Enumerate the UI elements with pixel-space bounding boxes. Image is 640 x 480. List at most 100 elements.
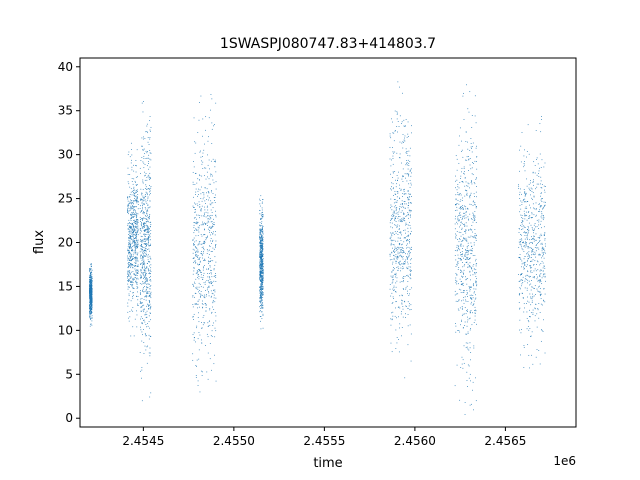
data-point [394,249,395,250]
data-point [401,299,402,301]
data-point [261,242,263,244]
data-point [390,232,392,234]
data-point [135,251,137,253]
data-point [149,302,150,303]
data-point [213,248,215,250]
data-point [455,323,456,324]
data-point [144,233,146,235]
data-point [259,270,261,272]
data-point [131,207,133,209]
data-point [144,164,146,165]
data-point [471,146,473,148]
data-point [150,243,152,245]
data-point [215,261,217,263]
data-point [467,245,469,247]
data-point [540,233,542,235]
data-point [461,253,463,255]
data-point [140,245,142,247]
data-point [463,166,465,168]
data-point [459,201,461,202]
data-point [136,232,138,234]
data-point [210,215,212,217]
data-point [148,338,150,340]
data-point [91,312,92,314]
data-point [90,310,92,312]
data-point [403,189,404,191]
data-point [198,306,200,308]
data-point [469,197,471,199]
data-point [525,232,527,234]
data-point [523,266,524,268]
data-point [148,230,150,232]
data-point [196,203,198,205]
data-point [528,258,529,259]
data-point [462,95,464,97]
data-point [142,111,144,113]
data-point [144,229,146,231]
data-point [137,296,139,297]
data-point [531,212,533,214]
data-point [519,293,521,294]
data-point [259,259,261,261]
data-point [211,251,213,252]
data-point [262,246,264,247]
data-point [203,229,205,231]
data-point [134,262,136,264]
data-point [133,226,135,227]
data-point [539,270,541,272]
data-point [131,247,132,249]
data-point [261,234,262,236]
data-point [137,240,139,242]
data-point [530,207,531,209]
data-point [143,283,145,285]
data-point [262,255,264,256]
data-point [193,257,195,259]
data-point [145,296,147,297]
data-point [524,267,525,269]
data-point [204,265,205,267]
data-point [474,255,476,256]
data-point [214,291,216,293]
data-point [473,283,474,285]
data-point [393,187,394,189]
data-point [260,268,262,270]
data-point [539,235,541,237]
data-point [390,275,392,277]
data-point [474,196,475,197]
data-point [91,276,93,278]
data-point [524,307,525,309]
data-point [146,262,148,264]
data-point [192,205,194,207]
data-point [259,310,261,312]
data-point [132,183,134,185]
data-point [534,285,536,287]
data-point [394,273,395,275]
data-point [523,345,525,346]
data-point [262,253,264,255]
data-point [393,239,395,241]
data-point [531,280,532,281]
data-point [409,303,410,305]
data-point [262,280,264,282]
data-point [128,258,130,260]
data-point [529,257,531,259]
data-point [131,214,133,215]
data-point [460,254,462,256]
data-point [536,159,537,160]
data-point [135,226,137,228]
data-point [131,250,133,252]
data-point [535,256,537,258]
data-point [389,288,391,290]
data-point [130,203,132,205]
data-point [403,252,405,253]
data-point [136,233,137,235]
data-point [400,232,402,234]
data-point [213,218,214,220]
data-point [531,236,532,238]
data-point [148,188,150,190]
data-point [399,197,400,199]
data-point [473,288,475,290]
data-point [410,274,411,276]
data-point [462,207,464,209]
data-point [528,227,529,229]
